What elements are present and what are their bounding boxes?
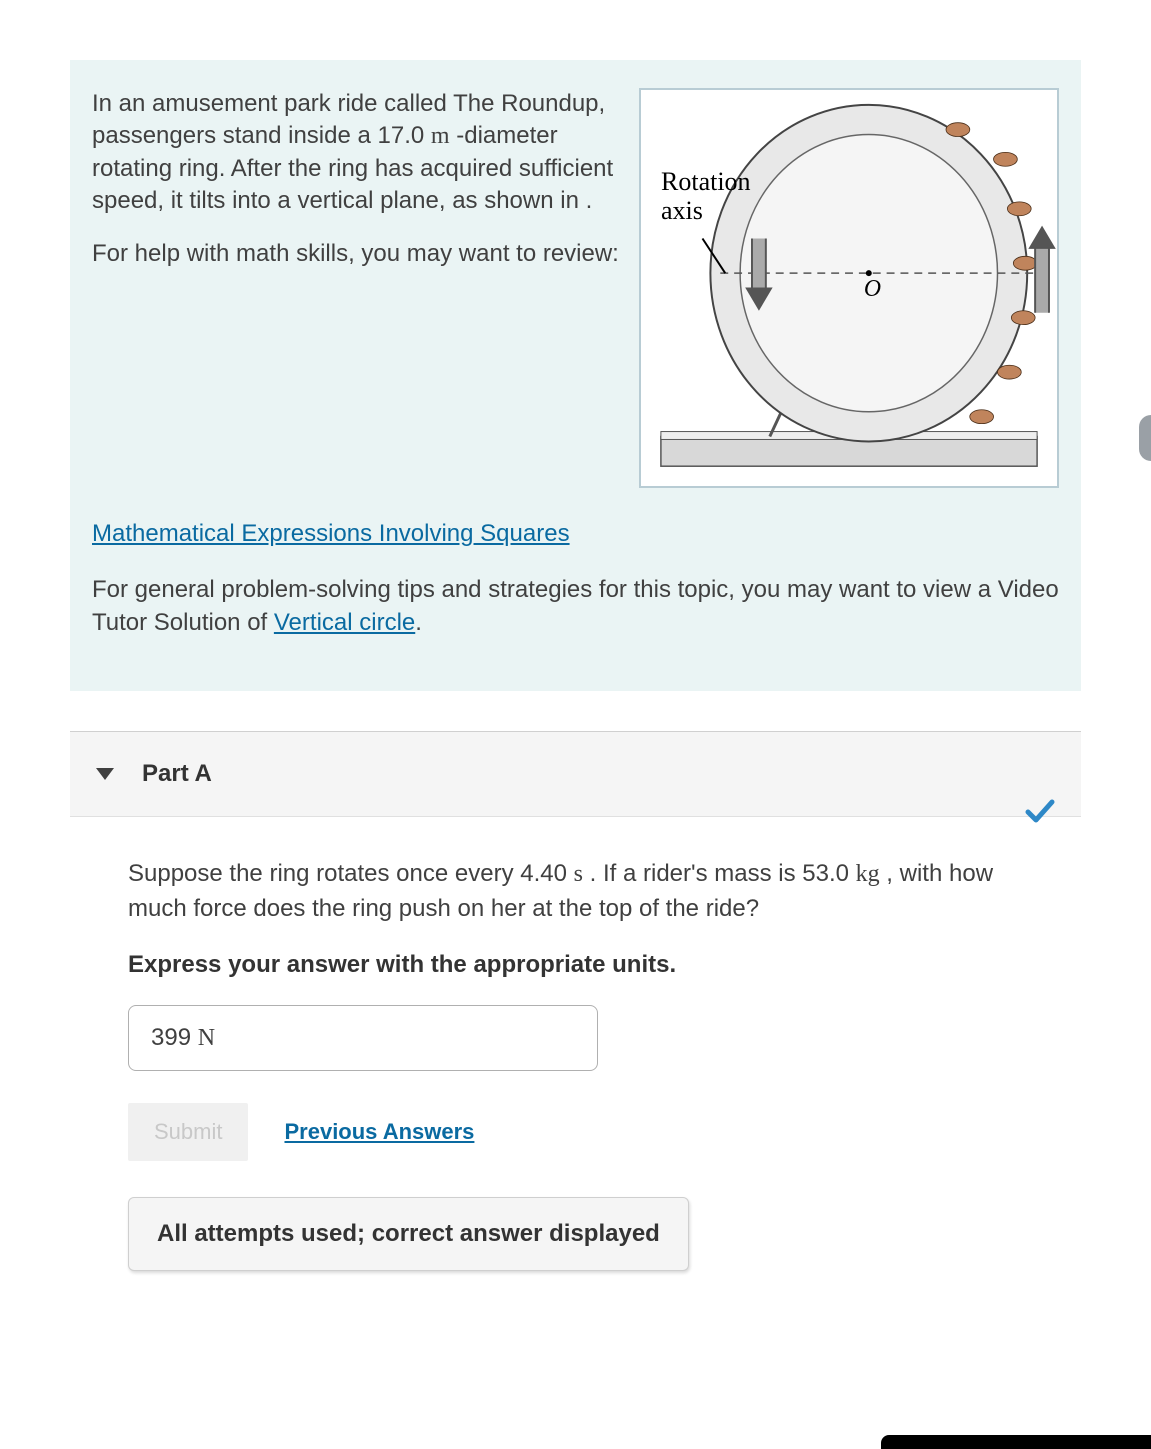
roundup-diagram-icon: O [641,90,1057,486]
tips-text-before: For general problem-solving tips and str… [92,576,1059,635]
part-a-question: Suppose the ring rotates once every 4.40… [128,857,1055,925]
answer-instruction: Express your answer with the appropriate… [128,951,1055,979]
part-a-body: Suppose the ring rotates once every 4.40… [70,817,1081,1297]
correct-check-icon [1025,798,1055,824]
q-text-2: . If a rider's mass is 53.0 [583,860,856,887]
diameter-unit: m [431,123,450,149]
period-unit: s [574,861,583,887]
mass-unit: kg [856,861,880,887]
previous-answers-link[interactable]: Previous Answers [284,1119,474,1145]
answer-field[interactable]: 399 N [128,1005,598,1071]
part-a-title: Part A [142,760,212,788]
problem-intro-box: Rotation axis [70,60,1081,691]
bottom-handle [881,1435,1151,1449]
figure-rotation-label: Rotation [661,167,751,196]
problem-figure: Rotation axis [639,88,1059,488]
button-row: Submit Previous Answers [128,1103,1055,1161]
answer-unit: N [198,1025,215,1051]
side-drawer-tab[interactable] [1139,415,1151,461]
svg-text:O: O [864,276,881,302]
submit-button: Submit [128,1103,248,1161]
math-skills-link[interactable]: Mathematical Expressions Involving Squar… [92,520,570,547]
video-tutor-link[interactable]: Vertical circle [274,609,415,636]
tips-text-after: . [415,609,422,636]
answer-value: 399 [151,1024,198,1051]
chevron-down-icon [96,768,114,780]
q-text-1: Suppose the ring rotates once every 4.40 [128,860,574,887]
part-a-header[interactable]: Part A [70,732,1081,817]
figure-axis-label: axis [661,196,703,225]
part-a-section: Part A Suppose the ring rotates once eve… [70,731,1081,1297]
result-message: All attempts used; correct answer displa… [128,1197,689,1271]
